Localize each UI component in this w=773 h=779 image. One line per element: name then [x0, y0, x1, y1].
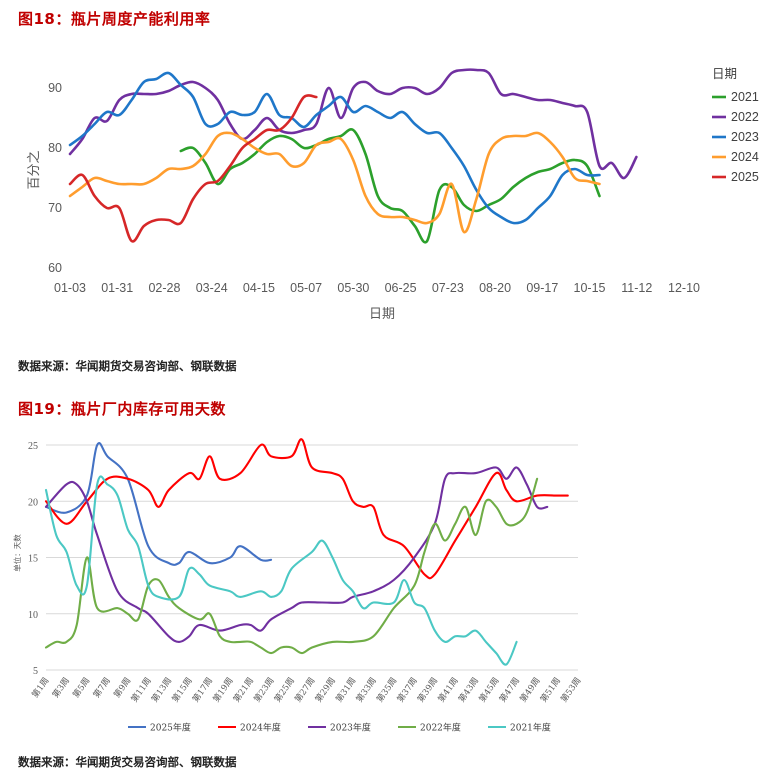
x-tick-label: 第7周	[91, 675, 113, 700]
x-tick-label: 第19周	[211, 675, 236, 704]
x-tick-label: 第33周	[354, 675, 379, 704]
series-line-2025	[68, 94, 318, 243]
x-tick-label: 09-17	[526, 281, 558, 295]
series-group	[44, 438, 569, 666]
x-tick-label: 04-15	[243, 281, 275, 295]
y-axis-ticks: 5 10 15 20 25	[28, 441, 38, 677]
x-tick-label: 第41周	[436, 675, 461, 704]
x-tick-label: 第23周	[252, 675, 277, 704]
data-source-note: 数据来源：华闻期货交易咨询部、钢联数据	[18, 359, 237, 373]
series-group	[68, 68, 638, 244]
y-axis-ticks: 60 70 80 90	[48, 81, 62, 275]
series-line-2021年度	[44, 475, 518, 666]
y-tick-label: 20	[28, 497, 38, 508]
y-tick-label: 15	[28, 554, 38, 565]
legend: 2021 2022 2023 2024 2025	[712, 90, 759, 184]
series-line-2021	[179, 128, 601, 244]
y-tick-label: 70	[48, 201, 62, 215]
x-tick-label: 12-10	[668, 281, 700, 295]
x-axis-ticks: 01-03 01-31 02-28 03-24 04-15 05-07 05-30 06-25…	[54, 281, 700, 295]
y-tick-label: 10	[28, 610, 38, 621]
y-tick-label: 5	[33, 666, 38, 677]
series-line-2022	[68, 68, 638, 180]
x-tick-label: 第3周	[50, 675, 72, 700]
chart-title: 图18：瓶片周度产能利用率	[18, 10, 211, 28]
legend-label: 2024年度	[240, 722, 281, 734]
x-tick-label: 第29周	[313, 675, 338, 704]
legend-label: 2025年度	[150, 722, 191, 734]
x-tick-label: 第11周	[129, 675, 154, 704]
series-line-2022年度	[44, 477, 539, 655]
x-tick-label: 第51周	[538, 675, 563, 704]
y-tick-label: 25	[28, 441, 38, 452]
x-tick-label: 第49周	[518, 675, 543, 704]
y-axis-label: 百分之	[27, 150, 42, 189]
x-tick-label: 第15周	[170, 675, 195, 704]
x-tick-label: 03-24	[196, 281, 228, 295]
legend-title: 日期	[712, 67, 737, 81]
chart-title: 图19：瓶片厂内库存可用天数	[18, 400, 226, 418]
series-line-2023	[68, 71, 601, 225]
x-tick-label: 05-07	[290, 281, 322, 295]
legend-label: 2021	[731, 90, 759, 104]
line-chart-inventory-days: 5 10 15 20 25 第1周 第3周 第5周 第7周 第9周第11周第13周第15周第17…	[12, 438, 584, 734]
x-tick-label: 02-28	[148, 281, 180, 295]
series-line-2024	[68, 131, 601, 234]
y-tick-label: 80	[48, 141, 62, 155]
x-axis-label: 日期	[369, 307, 395, 322]
x-tick-label: 第21周	[231, 675, 256, 704]
legend-label: 2023	[731, 130, 759, 144]
legend-label: 2024	[731, 150, 759, 164]
x-tick-label: 11-12	[621, 281, 652, 295]
x-tick-label: 第45周	[477, 675, 502, 704]
legend-label: 2022年度	[420, 722, 461, 734]
x-tick-label: 第37周	[395, 675, 420, 704]
legend-label: 2021年度	[510, 722, 551, 734]
x-tick-label: 第39周	[415, 675, 440, 704]
y-tick-label: 60	[48, 261, 62, 275]
x-tick-label: 第13周	[149, 675, 174, 704]
x-tick-label: 07-23	[432, 281, 464, 295]
x-tick-label: 第5周	[71, 675, 93, 700]
x-tick-label: 第47周	[497, 675, 522, 704]
x-tick-label: 10-15	[574, 281, 606, 295]
x-tick-label: 第9周	[111, 675, 133, 700]
x-tick-label: 第17周	[190, 675, 215, 704]
series-line-2025年度	[44, 442, 273, 566]
x-tick-label: 01-03	[54, 281, 86, 295]
legend-label: 2023年度	[330, 722, 371, 734]
series-line-2023年度	[44, 466, 549, 643]
x-tick-label: 第25周	[272, 675, 297, 704]
series-line-2024年度	[44, 438, 569, 580]
x-tick-label: 第43周	[456, 675, 481, 704]
x-tick-label: 06-25	[385, 281, 417, 295]
x-tick-label: 01-31	[101, 281, 133, 295]
x-tick-label: 第27周	[292, 675, 317, 704]
data-source-note: 数据来源：华闻期货交易咨询部、钢联数据	[18, 755, 237, 769]
y-tick-label: 90	[48, 81, 62, 95]
x-tick-label: 第31周	[333, 675, 358, 704]
legend-label: 2022	[731, 110, 759, 124]
x-axis-ticks: 第1周 第3周 第5周 第7周 第9周第11周第13周第15周第17周第19周第21周第…	[30, 675, 584, 704]
legend-label: 2025	[731, 170, 759, 184]
x-tick-label: 05-30	[337, 281, 369, 295]
x-tick-label: 08-20	[479, 281, 511, 295]
x-tick-label: 第53周	[558, 675, 583, 704]
x-tick-label: 第35周	[374, 675, 399, 704]
x-tick-label: 第1周	[30, 675, 52, 700]
y-axis-unit-label: 单位：天数	[12, 534, 22, 572]
legend: 2025年度 2024年度 2023年度 2022年度 2021年度	[128, 722, 551, 734]
